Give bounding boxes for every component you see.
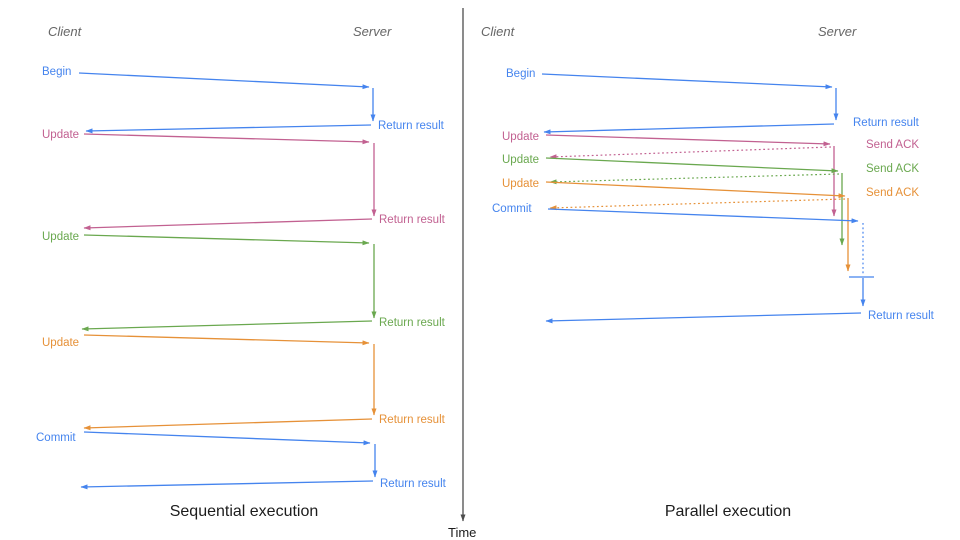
parallel-panel: Begin Return result Update Send ACK Update Se… bbox=[492, 68, 935, 324]
begin-label: Begin bbox=[42, 66, 71, 78]
update1-label: Update bbox=[502, 131, 539, 143]
update2-request-arrow bbox=[545, 157, 839, 174]
update1-label: Update bbox=[42, 129, 79, 141]
commit-label: Commit bbox=[492, 203, 532, 215]
update2-response-arrow bbox=[81, 320, 373, 332]
update3-return-label: Return result bbox=[379, 414, 446, 426]
update3-label: Update bbox=[502, 178, 539, 190]
begin-response-arrow bbox=[85, 124, 372, 134]
begin-label: Begin bbox=[506, 68, 535, 80]
update2-label: Update bbox=[502, 154, 539, 166]
update3-label: Update bbox=[42, 337, 79, 349]
update1-ack-arrow bbox=[549, 146, 832, 160]
update3-ack-label: Send ACK bbox=[866, 187, 919, 199]
update1-response-arrow bbox=[83, 218, 373, 231]
update1-ack-label: Send ACK bbox=[866, 139, 919, 151]
commit-return-label: Return result bbox=[868, 310, 935, 322]
commit-response-arrow bbox=[80, 480, 374, 490]
update3-response-arrow bbox=[83, 418, 373, 431]
sequential-server-header: Server bbox=[353, 24, 392, 39]
commit-response-arrow bbox=[545, 312, 862, 324]
update2-request-arrow bbox=[83, 234, 370, 246]
update2-ack-label: Send ACK bbox=[866, 163, 919, 175]
update3-request-arrow bbox=[545, 181, 846, 199]
commit-request-arrow bbox=[547, 208, 859, 224]
update2-ack-arrow bbox=[549, 173, 840, 185]
parallel-caption: Parallel execution bbox=[664, 503, 792, 520]
begin-return-label: Return result bbox=[853, 117, 920, 129]
commit-request-arrow bbox=[83, 431, 371, 446]
update3-request-arrow bbox=[83, 334, 370, 346]
begin-return-label: Return result bbox=[378, 120, 445, 132]
parallel-server-header: Server bbox=[818, 24, 857, 39]
begin-response-arrow bbox=[543, 123, 835, 135]
begin-request-arrow bbox=[541, 73, 833, 90]
begin-request-arrow bbox=[78, 72, 370, 90]
sequential-client-header: Client bbox=[48, 24, 82, 39]
time-axis-label: Time bbox=[448, 525, 477, 540]
commit-label: Commit bbox=[36, 432, 76, 444]
update1-return-label: Return result bbox=[379, 214, 446, 226]
sequential-panel: Begin Return result Update Return result Upd… bbox=[36, 66, 447, 490]
parallel-client-header: Client bbox=[481, 24, 515, 39]
commit-return-label: Return result bbox=[380, 478, 447, 490]
update2-label: Update bbox=[42, 231, 79, 243]
update1-request-arrow bbox=[83, 133, 370, 145]
update3-ack-arrow bbox=[549, 198, 846, 211]
update2-return-label: Return result bbox=[379, 317, 446, 329]
update1-request-arrow bbox=[545, 134, 831, 147]
sequential-caption: Sequential execution bbox=[169, 503, 319, 520]
